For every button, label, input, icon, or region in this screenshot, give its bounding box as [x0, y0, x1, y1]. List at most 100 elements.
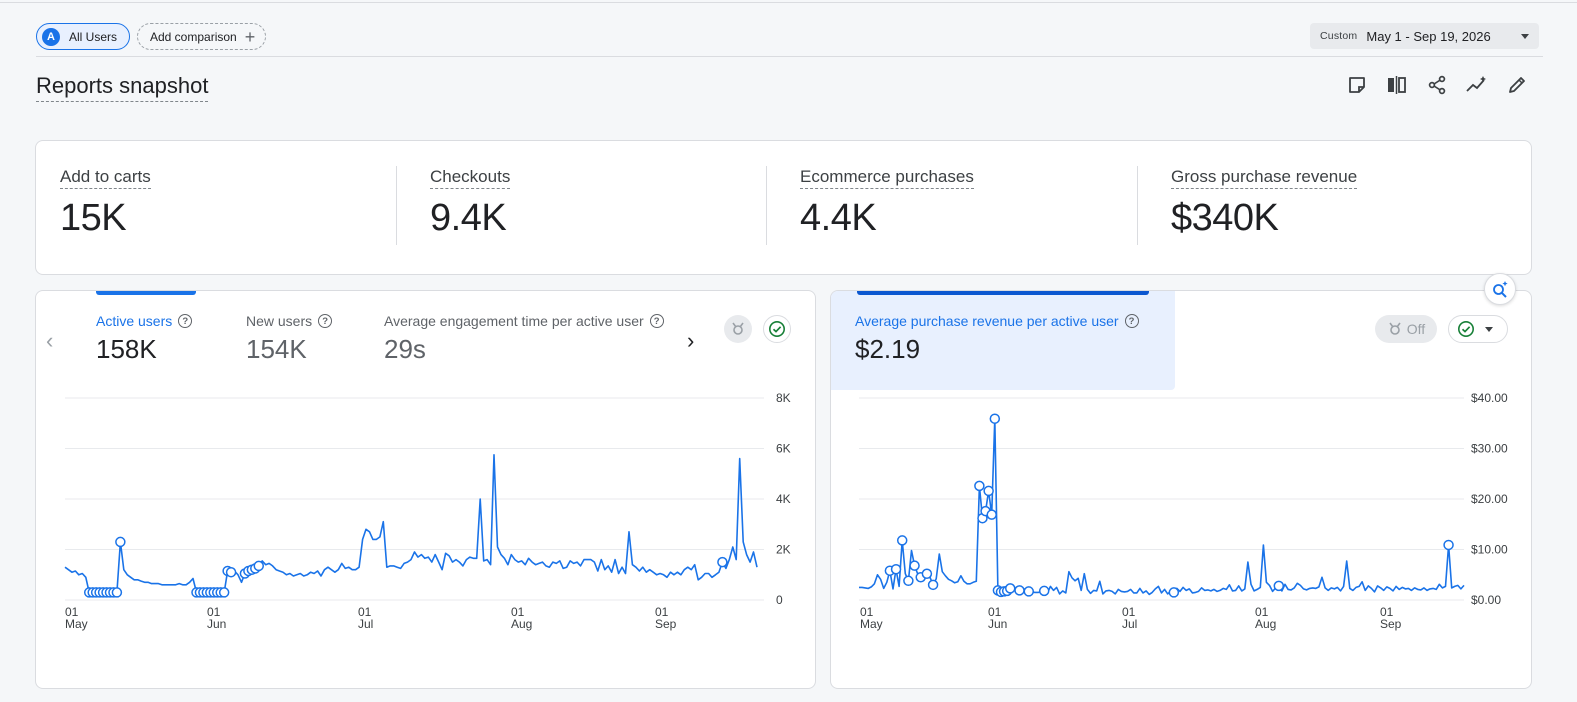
kpi-label: Checkouts — [430, 166, 511, 189]
users-chart-card: ‹ Active users? 158K New users? 154K Ave… — [35, 290, 816, 689]
x-tick-label: 01 Jul — [1122, 605, 1137, 631]
metric-tab-new-users[interactable]: New users? 154K — [246, 313, 333, 365]
segment-label: All Users — [69, 29, 118, 44]
kpi-label: Add to carts — [60, 166, 151, 189]
kpi-divider — [396, 166, 397, 245]
x-tick-label: 01 May — [65, 605, 88, 631]
metric-tab-avg-purchase-revenue[interactable]: Average purchase revenue per active user… — [855, 313, 1139, 365]
anomaly-point[interactable] — [909, 560, 920, 571]
segment-chip[interactable]: A All Users — [36, 23, 131, 50]
kpi-ecommerce-purchases[interactable]: Ecommerce purchases 4.4K — [800, 166, 974, 240]
check-circle-icon — [769, 321, 785, 337]
active-users-chart: 0 2K 4K 6K 8K 01 May 01 Jun 01 Jul 01 Aug 01 Sep — [64, 391, 791, 631]
series-line — [64, 454, 758, 594]
report-toolbar — [1346, 74, 1528, 96]
edit-icon[interactable] — [1506, 74, 1528, 96]
anomaly-point[interactable] — [896, 535, 908, 546]
anomaly-point[interactable] — [1038, 585, 1050, 597]
date-range-value: May 1 - Sep 19, 2026 — [1366, 28, 1491, 44]
metric-value: $2.19 — [855, 334, 921, 364]
y-tick-label: 0 — [776, 593, 783, 607]
anomaly-point[interactable] — [921, 568, 933, 579]
kpi-divider — [1137, 166, 1138, 245]
kpi-value: 4.4K — [800, 197, 877, 239]
anomaly-point[interactable] — [717, 556, 728, 568]
plus-icon: + — [244, 26, 256, 47]
metric-tab-active-users[interactable]: Active users? 158K — [96, 313, 193, 365]
anomaly-detection-button[interactable] — [724, 315, 752, 343]
anomaly-point[interactable] — [974, 480, 985, 492]
anomaly-point[interactable] — [1023, 586, 1035, 597]
metric-value: 158K — [96, 334, 157, 364]
anomaly-icon — [732, 322, 744, 335]
help-icon[interactable]: ? — [318, 314, 333, 328]
y-tick-label: $20.00 — [1471, 492, 1508, 506]
anomaly-point[interactable] — [225, 566, 237, 578]
insights-search-button[interactable] — [1484, 273, 1516, 305]
chevron-left-icon[interactable]: ‹ — [46, 328, 54, 353]
help-icon[interactable]: ? — [178, 314, 193, 328]
note-icon[interactable] — [1346, 74, 1368, 96]
anomaly-point[interactable] — [983, 485, 994, 497]
metric-tab-avg-engagement[interactable]: Average engagement time per active user?… — [384, 313, 664, 365]
anomaly-point[interactable] — [890, 563, 902, 575]
metric-value: 154K — [246, 334, 307, 364]
active-tab-indicator — [96, 291, 196, 295]
anomaly-point[interactable] — [218, 587, 230, 598]
insights-icon[interactable] — [1466, 74, 1488, 96]
data-quality-dropdown[interactable] — [1448, 315, 1508, 343]
active-tab-background — [831, 291, 1175, 390]
date-range-picker[interactable]: Custom May 1 - Sep 19, 2026 — [1310, 23, 1539, 49]
anomaly-toggle-label: Off — [1406, 321, 1426, 337]
compare-icon[interactable] — [1386, 74, 1408, 96]
anomaly-point[interactable] — [1443, 539, 1454, 551]
y-tick-label: $30.00 — [1471, 442, 1508, 456]
anomaly-point[interactable] — [986, 509, 997, 520]
add-comparison-label: Add comparison — [150, 29, 237, 44]
y-tick-label: 8K — [776, 391, 791, 405]
series-line — [859, 417, 1465, 596]
kpi-label: Gross purchase revenue — [1171, 166, 1358, 189]
kpi-value: 15K — [60, 197, 127, 239]
anomaly-point[interactable] — [1014, 585, 1025, 596]
y-tick-label: 6K — [776, 442, 791, 456]
anomaly-point[interactable] — [115, 536, 126, 548]
kpi-add-to-carts[interactable]: Add to carts 15K — [60, 166, 151, 240]
anomaly-point[interactable] — [111, 587, 123, 598]
data-quality-button[interactable] — [763, 315, 791, 343]
y-tick-label: $10.00 — [1471, 543, 1508, 557]
header-divider — [36, 56, 1543, 57]
anomaly-point[interactable] — [903, 575, 914, 587]
anomaly-point[interactable] — [1005, 583, 1016, 594]
metric-label: Average engagement time per active user — [384, 313, 644, 329]
chevron-right-icon[interactable]: › — [687, 328, 695, 353]
anomaly-point[interactable] — [253, 560, 265, 572]
x-tick-label: 01 Sep — [1380, 605, 1402, 631]
add-comparison-button[interactable]: Add comparison + — [137, 23, 267, 50]
kpi-gross-purchase-revenue[interactable]: Gross purchase revenue $340K — [1171, 166, 1358, 240]
kpi-checkouts[interactable]: Checkouts 9.4K — [430, 166, 511, 240]
kpi-divider — [766, 166, 767, 245]
x-tick-label: 01 Aug — [1255, 605, 1276, 631]
active-tab-indicator — [857, 291, 1149, 295]
x-tick-label: 01 Jul — [358, 605, 373, 631]
anomaly-icon — [1389, 322, 1401, 335]
anomaly-point[interactable] — [1168, 587, 1180, 598]
anomaly-point[interactable] — [927, 579, 939, 591]
check-circle-icon — [1458, 321, 1474, 337]
anomaly-toggle[interactable]: Off — [1375, 315, 1437, 343]
metric-label: Active users — [96, 313, 173, 329]
x-tick-label: 01 May — [860, 605, 883, 631]
kpi-value: $340K — [1171, 197, 1279, 239]
help-icon[interactable]: ? — [1124, 314, 1139, 328]
top-border — [0, 2, 1577, 3]
share-icon[interactable] — [1426, 74, 1448, 96]
kpi-card: Add to carts 15K Checkouts 9.4K Ecommerc… — [35, 140, 1532, 275]
anomaly-point[interactable] — [1273, 580, 1285, 592]
metric-label: New users — [246, 313, 313, 329]
anomaly-point[interactable] — [989, 413, 1001, 424]
x-tick-label: 01 Sep — [655, 605, 677, 631]
metric-label: Average purchase revenue per active user — [855, 313, 1119, 329]
help-icon[interactable]: ? — [649, 314, 664, 328]
x-tick-label: 01 Jun — [988, 605, 1007, 631]
